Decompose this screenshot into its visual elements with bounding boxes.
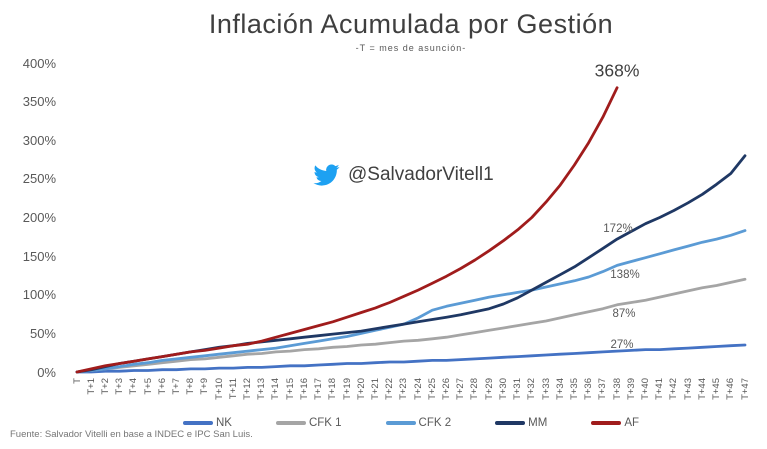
- legend-swatch: [275, 421, 306, 425]
- legend-label: MM: [528, 417, 548, 429]
- chart-title: Inflación Acumulada por Gestión: [208, 9, 614, 39]
- legend-item-MM: MM: [495, 417, 547, 429]
- data-label-AF: 368%: [594, 60, 640, 81]
- y-tick-label: 400%: [22, 55, 56, 71]
- data-label-CFK-1: 87%: [612, 308, 636, 320]
- legend-label: NK: [215, 417, 232, 429]
- y-tick-label: 300%: [22, 132, 56, 148]
- legend-label: AF: [624, 417, 640, 429]
- legend-swatch: [495, 421, 526, 425]
- y-tick-label: 350%: [22, 94, 56, 110]
- series-line-CFK-2: [75, 229, 747, 374]
- series-line-CFK-1: [75, 277, 747, 374]
- legend-swatch: [385, 421, 416, 425]
- legend-swatch: [591, 421, 622, 425]
- legend-label: CFK 1: [308, 417, 342, 429]
- series-line-NK: [75, 343, 747, 374]
- data-label-CFK-2: 138%: [610, 269, 640, 281]
- y-tick-label: 250%: [22, 171, 56, 187]
- y-tick-label: 0%: [37, 364, 56, 380]
- twitter-bird-icon: [313, 164, 340, 186]
- data-label-NK: 27%: [610, 339, 634, 351]
- series-line-AF: [75, 86, 619, 374]
- legend-item-CFK-2: CFK 2: [385, 417, 452, 429]
- y-tick-label: 100%: [22, 287, 56, 303]
- y-tick-label: 50%: [29, 325, 56, 341]
- twitter-handle: @SalvadorVitell1: [348, 164, 494, 185]
- source-note: Fuente: Salvador Vitelli en base a INDEC…: [10, 429, 253, 440]
- legend-item-NK: NK: [182, 417, 232, 429]
- data-label-MM: 172%: [603, 223, 633, 235]
- legend-swatch: [182, 421, 213, 425]
- legend-item-CFK-1: CFK 1: [275, 417, 342, 429]
- watermark: @SalvadorVitell1: [311, 162, 494, 188]
- y-tick-label: 150%: [22, 248, 56, 264]
- legend-item-AF: AF: [591, 417, 639, 429]
- y-tick-label: 200%: [22, 210, 56, 225]
- legend-label: CFK 2: [418, 417, 452, 429]
- chart-subtitle: -T = mes de asunción-: [355, 43, 467, 53]
- chart-legend: NK CFK 1 CFK 2 MM AF: [77, 417, 745, 429]
